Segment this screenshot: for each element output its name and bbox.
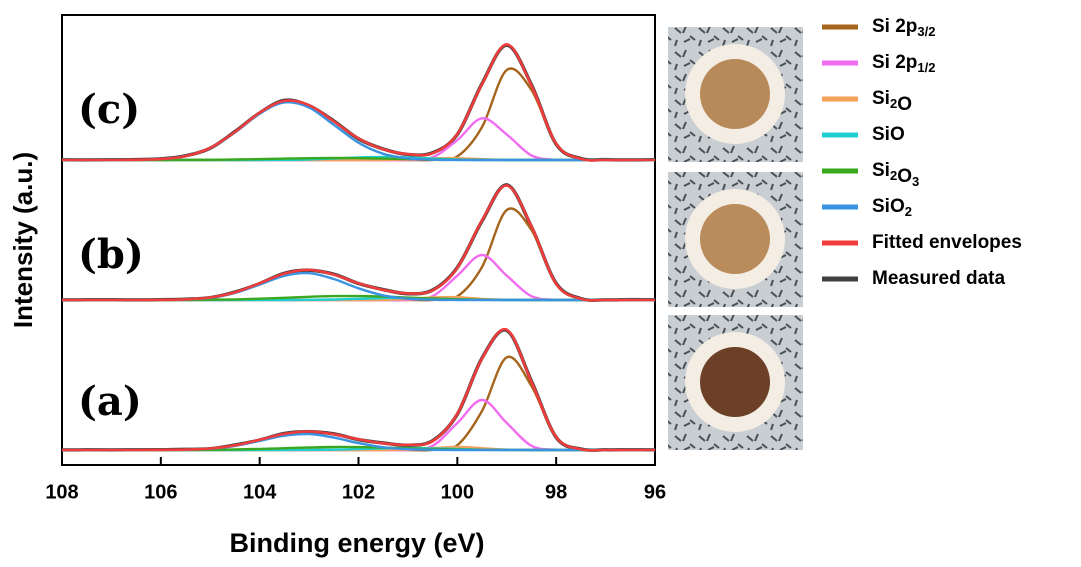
spectrum-line xyxy=(62,184,656,302)
legend-subscript: 2 xyxy=(905,204,912,219)
x-tick-label: 106 xyxy=(144,481,177,503)
legend-text: Si 2p xyxy=(872,16,917,37)
x-tick-label: 104 xyxy=(243,481,277,503)
legend-label: Si2O3 xyxy=(872,160,919,189)
legend-label: SiO2 xyxy=(872,196,912,219)
x-tick-label: 96 xyxy=(644,481,666,503)
x-tick-label: 102 xyxy=(342,481,375,503)
legend-subscript: 1/2 xyxy=(917,60,935,75)
legend-text: O xyxy=(897,94,912,115)
photo-sample xyxy=(700,59,770,129)
legend-text: SiO xyxy=(872,196,905,217)
panel-label: (b) xyxy=(78,231,144,278)
legend-label: SiO xyxy=(872,124,905,145)
spectrum-line xyxy=(62,67,656,162)
spectrum-line xyxy=(62,100,656,162)
legend-text: Si xyxy=(872,88,890,109)
spectrum-line xyxy=(62,207,656,302)
x-tick-label: 100 xyxy=(441,481,474,503)
sample-photos xyxy=(668,27,803,450)
legend-label: Si 2p3/2 xyxy=(872,16,935,39)
photo-sample xyxy=(700,204,770,274)
legend-text: O xyxy=(897,166,912,187)
legend-text: Si 2p xyxy=(872,52,917,73)
legend-label: Si 2p1/2 xyxy=(872,52,935,75)
x-tick-label: 98 xyxy=(545,481,567,503)
x-axis-label: Binding energy (eV) xyxy=(229,528,484,558)
y-axis-label: Intensity (a.u.) xyxy=(8,152,38,328)
legend-subscript: 2 xyxy=(890,168,897,183)
plot-frame xyxy=(61,14,656,466)
legend-subscript: 3 xyxy=(912,174,919,189)
spectrum-line xyxy=(61,328,656,452)
spectrum-line xyxy=(62,355,656,452)
x-tick-label: 108 xyxy=(45,481,78,503)
panel-label: (a) xyxy=(78,378,142,425)
legend-text: Fitted envelopes xyxy=(872,232,1022,253)
photo-sample xyxy=(700,347,770,417)
legend-subscript: 3/2 xyxy=(917,24,935,39)
panel-label: (c) xyxy=(78,86,140,133)
legend-label: Measured data xyxy=(872,268,1005,289)
legend-label: Fitted envelopes xyxy=(872,232,1022,253)
legend-label: Si2O xyxy=(872,88,912,115)
legend-subscript: 2 xyxy=(890,96,897,111)
legend-text: Measured data xyxy=(872,268,1005,289)
legend-text: Si xyxy=(872,160,890,181)
legend-text: SiO xyxy=(872,124,905,145)
spectrum-line xyxy=(62,327,656,452)
spectrum-line xyxy=(62,43,656,162)
